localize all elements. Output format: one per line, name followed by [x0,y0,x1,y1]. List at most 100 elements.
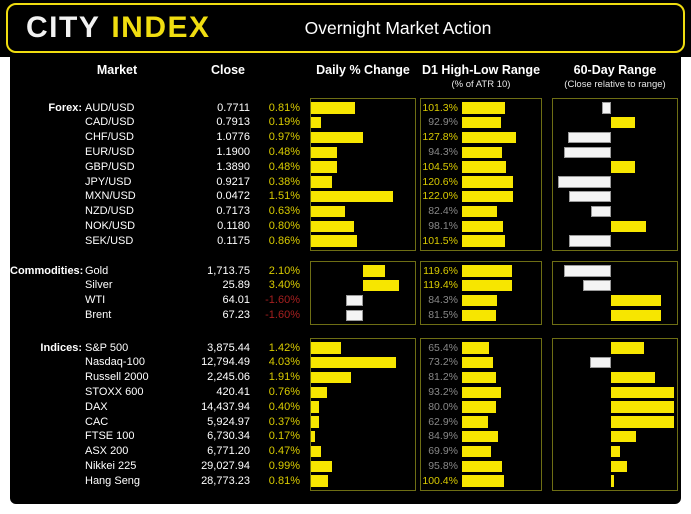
daily-change-bar [311,356,396,369]
group-label: Indices: [40,341,82,354]
section-60d-range-box [552,98,678,251]
d1-range-bar [462,386,502,399]
table-row: Nasdaq-100 12,794.49 4.03% 73.2% [10,355,681,370]
daily-change-bar [311,371,352,384]
market-name: ASX 200 [85,445,129,458]
range60-bar [611,475,614,487]
table-row: Indices: S&P 500 3,875.44 1.42% 65.4% [10,341,681,356]
table-row: JPY/USD 0.9217 0.38% 120.6% [10,175,681,190]
daily-change-value: 0.81% [268,101,300,114]
table-row: NOK/USD 0.1180 0.80% 98.1% [10,219,681,234]
range60-bar [611,161,635,173]
daily-change-value: 0.37% [268,415,300,428]
daily-change-bar [311,205,346,218]
close-value: 67.23 [222,308,250,321]
close-value: 1,713.75 [207,264,250,277]
d1-range-value: 82.4% [428,205,458,218]
daily-change-bar [363,265,386,277]
table-row: GBP/USD 1.3890 0.48% 104.5% [10,160,681,175]
daily-change-bar [311,161,337,173]
daily-change-bar [311,146,337,159]
table-row: EUR/USD 1.1900 0.48% 94.3% [10,145,681,160]
close-value: 0.7913 [216,116,250,129]
range60-bar [569,190,611,203]
range60-bar [611,416,674,428]
d1-range-bar [462,279,513,292]
d1-range-value: 95.8% [428,459,458,472]
close-value: 6,771.20 [207,445,250,458]
range60-bar [589,356,611,369]
market-name: CAC [85,415,109,428]
range60-bar [611,430,637,443]
column-header-market: Market [96,63,138,77]
section-daily-change-box [310,98,416,251]
d1-range-bar [462,190,514,203]
daily-change-bar [311,176,332,188]
d1-range-value: 101.3% [422,101,458,114]
daily-change-bar [311,460,332,473]
market-name: GBP/USD [85,160,135,173]
table-row: FTSE 100 6,730.34 0.17% 84.9% [10,429,681,444]
table-row: Nikkei 225 29,027.94 0.99% 95.8% [10,459,681,474]
table-row: SEK/USD 0.1175 0.86% 101.5% [10,234,681,249]
d1-range-value: 122.0% [422,190,458,203]
daily-change-value: 0.47% [268,445,300,458]
d1-range-bar [462,416,489,428]
section-d1-range-box [420,98,542,251]
d1-range-bar [462,356,493,369]
daily-change-bar [311,430,315,443]
daily-change-bar [311,342,341,354]
market-name: Nasdaq-100 [85,356,145,369]
brand-index: INDEX [111,11,211,44]
d1-range-value: 73.2% [428,356,458,369]
d1-range-bar [462,460,503,473]
d1-range-bar [462,131,516,144]
daily-change-value: 0.19% [268,116,300,129]
market-name: S&P 500 [85,341,129,354]
close-value: 2,245.06 [207,371,250,384]
d1-range-bar [462,294,498,307]
daily-change-bar [311,131,364,144]
table-row: Commodities: Gold 1,713.75 2.10% 119.6% [10,264,681,279]
d1-range-bar [462,116,502,129]
d1-range-bar [462,205,497,218]
d1-range-bar [462,342,490,354]
column-header-daily-change: Daily % Change [316,63,410,77]
daily-change-value: 2.10% [268,264,300,277]
close-value: 0.1180 [217,219,250,232]
column-header-d1-range: D1 High-Low Range [421,63,541,77]
d1-range-value: 65.4% [428,341,458,354]
daily-change-value: 0.76% [268,385,300,398]
range60-bar [611,445,620,458]
daily-change-bar [311,235,358,247]
d1-range-value: 84.3% [428,294,458,307]
d1-range-bar [462,161,506,173]
daily-change-value: 0.81% [268,474,300,487]
market-name: EUR/USD [85,145,135,158]
range60-bar [611,220,647,233]
market-name: AUD/USD [85,101,135,114]
d1-range-bar [462,146,502,159]
market-name: FTSE 100 [85,430,135,443]
d1-range-value: 62.9% [428,415,458,428]
daily-change-value: 3.40% [268,279,300,292]
range60-bar [611,294,662,307]
daily-change-value: 0.48% [268,160,300,173]
section-d1-range-box [420,338,542,491]
range60-bar [568,131,611,144]
table-row: CAD/USD 0.7913 0.19% 92.9% [10,115,681,130]
range60-bar [611,342,644,354]
close-value: 25.89 [222,279,250,292]
table-row: CAC 5,924.97 0.37% 62.9% [10,415,681,430]
daily-change-value: 0.99% [268,459,300,472]
d1-range-value: 93.2% [428,385,458,398]
d1-range-value: 120.6% [422,175,458,188]
d1-range-bar [462,102,505,114]
daily-change-bar [311,116,322,129]
close-value: 28,773.23 [201,474,250,487]
market-name: Russell 2000 [85,371,149,384]
close-value: 0.7711 [217,101,250,114]
range60-bar [564,265,611,277]
table-row: Brent 67.23 -1.60% 81.5% [10,308,681,323]
market-name: NZD/USD [85,205,134,218]
